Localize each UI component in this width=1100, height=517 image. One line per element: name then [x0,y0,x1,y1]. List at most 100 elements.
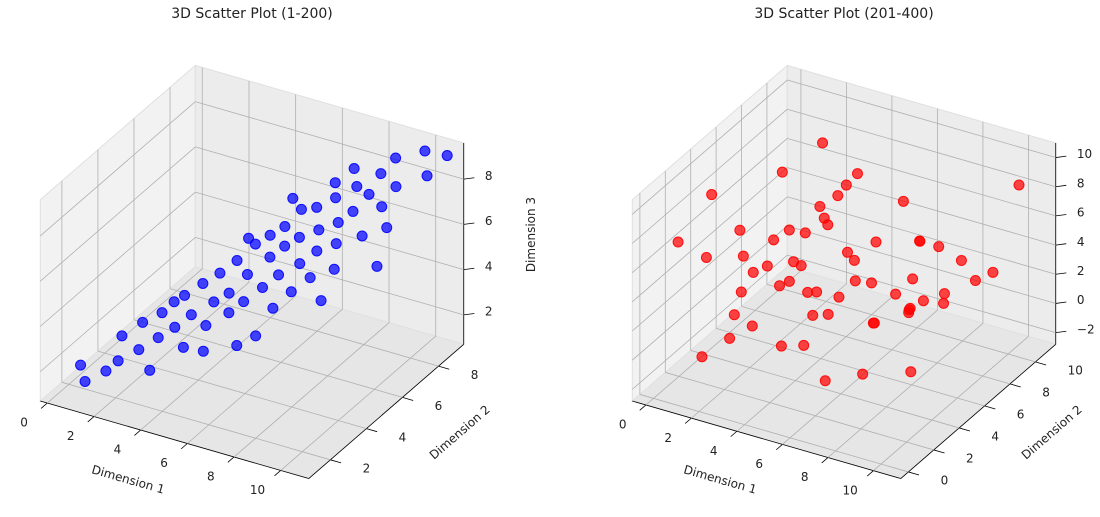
scatter-point [840,179,852,191]
grid-line [766,284,1036,363]
scatter-point [144,364,156,376]
scatter-point [168,296,180,308]
y-tick-label: 4 [399,430,407,444]
grid-line [93,282,250,417]
scatter-point [177,341,189,353]
scatter-point [832,190,844,202]
scatter-point [279,240,291,252]
scatter-point [421,170,433,182]
scatter-point [197,345,209,357]
scatter-point [849,275,861,287]
scatter-point [783,224,795,236]
z-tick [463,313,475,316]
scatter-point [356,230,368,242]
z-tick [1055,184,1067,188]
z-tick-label: 6 [1077,206,1085,220]
scatter-point [833,291,845,303]
scatter-point [798,339,810,351]
scatter-point [231,340,243,352]
grid-line [195,146,464,225]
scatter-point [822,308,834,320]
scatter-point [907,273,919,285]
y-tick [933,449,945,454]
scatter-point [441,150,453,162]
scatter-point [133,344,145,356]
y-tick [402,396,414,401]
y-tick-label: 4 [991,430,999,444]
y-tick [438,365,450,370]
y-tick-label: 6 [1017,408,1025,422]
x-axis-line [632,400,901,479]
grid-line [645,270,802,406]
z-tick [463,177,475,180]
z-tick-label: 8 [485,169,493,183]
chart-panel: 3D Scatter Plot (201-400) 0 2 4 6 8 10 0 2 4 6 8 10 −… [619,6,1095,497]
scatter-point [938,288,950,300]
scatter-point [200,320,212,332]
x-tick [40,402,48,409]
scatter-point [1013,179,1025,191]
scatter-point [285,286,297,298]
x-tick [87,416,95,423]
scatter-point [799,227,811,239]
scatter-point [328,263,340,275]
scatter-point [814,200,826,212]
scatter-point [347,205,359,217]
grid-line [233,322,390,458]
scatter-point [735,286,747,298]
grid-line [187,308,343,444]
scatter-point [79,375,91,387]
scatter-point [724,332,736,344]
scatter-point [330,192,342,204]
x-tick-label: 0 [20,416,28,430]
x-tick-label: 4 [114,443,122,457]
z-axis-label: Dimension 3 [524,197,538,272]
x-axis-label: Dimension 1 [682,462,758,496]
grid-line [61,381,331,461]
scatter-point [914,235,926,247]
z-tick-label: −2 [1077,322,1095,336]
grid-line [787,225,1056,304]
x-tick-label: 2 [67,429,75,443]
scatter-point [371,260,383,272]
scatter-point [179,289,191,301]
scatter-point [897,195,909,207]
scatter-point [390,152,402,164]
scatter-point [75,359,87,371]
scatter-point [100,365,112,377]
z-tick [1055,272,1067,275]
scatter-point [390,181,402,193]
grid-line [741,306,1011,385]
scatter-point [223,287,235,299]
scatter-point [329,177,341,189]
grid-line [632,79,788,215]
grid-line [787,254,1056,334]
x-axis-label: Dimension 1 [90,462,166,496]
z-tick [1055,214,1067,217]
scatter-point [933,241,945,253]
scatter-point [867,317,879,329]
scatter-point [116,330,128,342]
z-tick [1055,301,1067,304]
scatter-point [842,246,854,258]
scatter-point [747,266,759,278]
grid-line [736,296,893,432]
y-axis-line [900,344,1056,479]
chart-panel: 3D Scatter Plot (1-200) 0 2 4 6 8 10 2 4 6 8 2 4 6 8 Di… [20,6,538,497]
x-tick [775,444,783,451]
scatter-point [304,272,316,284]
grid-line [787,167,1056,246]
scatter-point [295,203,307,215]
scatter-point [264,251,276,263]
chart-title: 3D Scatter Plot (1-200) [171,6,333,22]
grid-line [632,196,788,332]
grid-line [40,101,196,237]
scatter-point [169,321,181,333]
scatter-point [819,375,831,387]
y-tick [330,459,342,464]
scatter-point [197,277,209,289]
y-tick-label: 2 [966,452,974,466]
scatter-point [734,224,746,236]
chart-title: 3D Scatter Plot (201-400) [754,6,933,22]
